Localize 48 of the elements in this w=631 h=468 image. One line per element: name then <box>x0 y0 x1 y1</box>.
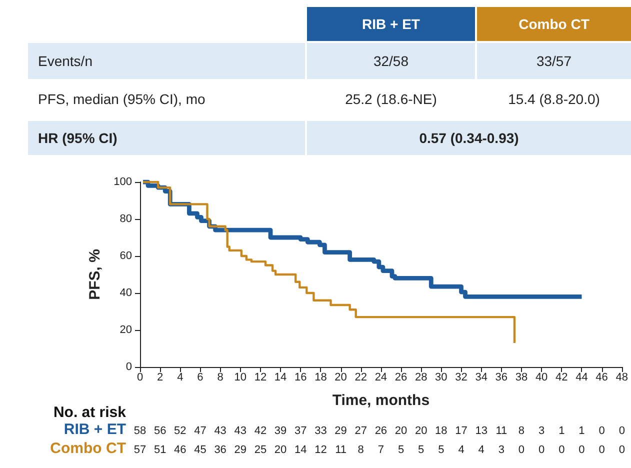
text: 57 51 46 45 36 29 25 20 14 12 11 8 7 5 5 5 4 4 3 0 0 0 0 0 0 <box>134 444 625 456</box>
x-tick-label: 20 <box>334 372 347 384</box>
text: HR (95% CI) <box>28 121 305 155</box>
text: RIB + ET <box>362 16 420 32</box>
x-tick-label: 48 <box>616 372 628 384</box>
text: 25.2 (18.6-NE) <box>307 81 475 117</box>
x-tick-label: 46 <box>596 372 608 384</box>
x-tick-label: 36 <box>495 372 508 384</box>
x-tick-label: 4 <box>177 372 184 384</box>
text: 15.4 (8.8-20.0) <box>477 81 631 117</box>
x-tick-label: 24 <box>374 372 388 384</box>
text: Combo CT <box>518 16 590 32</box>
x-tick-label: 30 <box>435 372 448 384</box>
x-tick-label: 44 <box>576 372 588 384</box>
text: Events/n <box>28 43 305 79</box>
x-tick-label: 32 <box>455 372 468 384</box>
x-tick-label: 38 <box>515 372 528 384</box>
x-tick-label: 6 <box>197 372 204 384</box>
x-tick-label: 34 <box>475 372 488 384</box>
x-tick-label: 2 <box>157 372 164 384</box>
text: PFS, median (95% CI), mo <box>28 81 305 117</box>
text: No. at risk <box>52 404 126 422</box>
text: RIB + ET <box>64 421 126 438</box>
y-tick-label: 0 <box>126 361 132 373</box>
x-tick-label: 12 <box>254 372 267 384</box>
x-tick-label: 0 <box>136 372 144 384</box>
x-tick-label: 10 <box>234 372 247 384</box>
x-tick-label: 40 <box>535 372 548 384</box>
y-tick-label: 80 <box>120 213 132 225</box>
x-axis-title: Time, months <box>332 392 430 409</box>
text: 32/58 <box>307 43 475 79</box>
x-tick-label: 18 <box>314 372 327 384</box>
y-tick-label: 20 <box>120 324 132 336</box>
y-axis-title: PFS, % <box>86 249 104 300</box>
y-tick-label: 40 <box>120 287 132 299</box>
text: 58 56 52 47 43 43 42 39 37 33 29 27 26 20 20 18 17 13 11 8 3 1 1 0 0 <box>134 425 625 437</box>
x-tick-label: 8 <box>217 372 224 384</box>
text: 33/57 <box>477 43 631 79</box>
x-tick-label: 28 <box>414 372 428 384</box>
x-tick-label: 16 <box>294 372 307 384</box>
x-tick-label: 22 <box>354 372 367 384</box>
text: Combo CT <box>50 440 126 457</box>
x-tick-label: 14 <box>274 372 287 384</box>
text: 0.57 (0.34-0.93) <box>307 121 631 155</box>
x-tick-label: 42 <box>556 372 568 384</box>
y-tick-label: 100 <box>114 176 132 188</box>
y-tick-label: 60 <box>120 250 132 262</box>
x-tick-label: 26 <box>394 372 408 384</box>
